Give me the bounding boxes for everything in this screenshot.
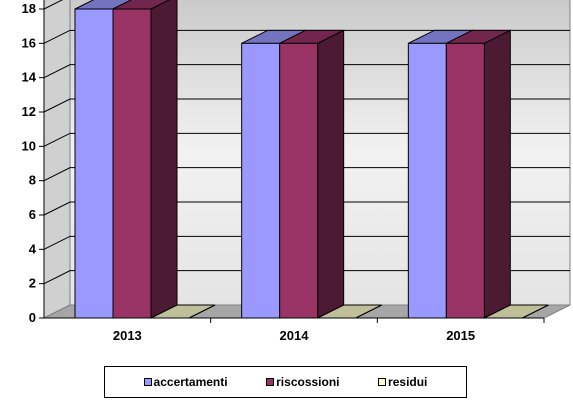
gridline <box>43 132 570 147</box>
bar-side <box>150 0 178 319</box>
y-tick-label: 2 <box>29 276 36 291</box>
gridline <box>43 64 570 79</box>
legend-label-riscossioni: riscossioni <box>276 375 340 389</box>
bar-riscossioni-2015 <box>445 42 485 319</box>
gridline <box>43 201 570 216</box>
side-wall <box>43 0 71 319</box>
bar-top <box>317 304 382 319</box>
legend-item-riscossioni: riscossioni <box>266 375 340 389</box>
y-tick-label: 16 <box>22 35 36 50</box>
x-tick-label: 2013 <box>113 328 142 343</box>
bar-side <box>483 29 511 319</box>
legend: accertamenti riscossioni residui <box>104 366 467 398</box>
gridline <box>43 235 570 250</box>
chart-plot: 0 2 4 6 8 10 12 14 16 18 2013 2014 2015 <box>22 0 571 343</box>
legend-label-residui: residui <box>388 375 428 389</box>
gridline <box>43 98 570 113</box>
y-tick-label: 18 <box>22 1 36 16</box>
y-tick-label: 14 <box>22 70 37 85</box>
y-tick-label: 4 <box>29 241 37 256</box>
y-tick-label: 12 <box>22 104 36 119</box>
y-tick-label: 0 <box>29 310 36 325</box>
y-tick-label: 6 <box>29 207 36 222</box>
bar-top <box>150 304 216 319</box>
y-tick-label: 8 <box>29 173 36 188</box>
legend-swatch-residui <box>378 378 387 386</box>
legend-item-accertamenti: accertamenti <box>143 375 228 389</box>
legend-swatch-riscossioni <box>266 378 275 386</box>
legend-item-residui: residui <box>378 375 427 389</box>
bar-accertamenti-2015 <box>407 42 447 319</box>
gridline <box>43 0 64 10</box>
legend-swatch-accertamenti <box>143 378 152 386</box>
bar-side <box>317 29 345 319</box>
gridline <box>43 29 570 44</box>
bar-accertamenti-2013 <box>74 8 114 319</box>
bar-riscossioni-2013 <box>112 8 152 319</box>
bar-accertamenti-2014 <box>241 42 281 319</box>
bar-top <box>484 304 549 319</box>
x-tick-label: 2014 <box>280 328 310 343</box>
bar-riscossioni-2014 <box>279 42 319 319</box>
legend-label-accertamenti: accertamenti <box>153 375 228 389</box>
gridline <box>43 167 570 182</box>
gridline <box>43 270 570 285</box>
y-tick-label: 10 <box>22 138 36 153</box>
x-tick-label: 2015 <box>446 328 475 343</box>
